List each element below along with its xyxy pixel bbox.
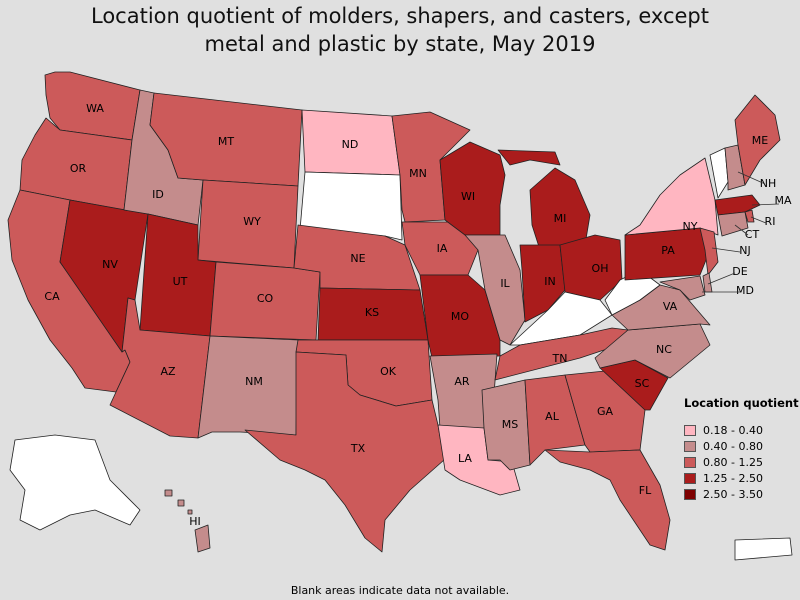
states-layer: [7, 71, 793, 561]
state-mi: [497, 149, 591, 251]
state-label-ga: GA: [597, 405, 614, 418]
state-label-nh: NH: [760, 177, 777, 190]
state-nj: [699, 227, 719, 276]
legend: Location quotient 0.18 - 0.40 0.40 - 0.80…: [684, 396, 800, 503]
state-label-ny: NY: [683, 220, 698, 233]
footnote: Blank areas indicate data not available.: [290, 584, 510, 597]
state-label-ri: RI: [765, 215, 776, 228]
state-label-ma: MA: [774, 194, 791, 207]
legend-swatch: [684, 440, 696, 452]
state-sd: [299, 171, 403, 241]
state-tx: [244, 351, 445, 553]
legend-item: 0.80 - 1.25: [684, 455, 800, 469]
state-label-tx: TX: [350, 442, 366, 455]
state-label-de: DE: [732, 265, 747, 278]
leader-line-ct: [734, 224, 749, 236]
state-label-nc: NC: [656, 343, 672, 356]
state-ak: [9, 434, 141, 531]
legend-swatch: [684, 488, 696, 500]
state-label-md: MD: [736, 284, 754, 297]
state-label-va: VA: [663, 300, 678, 313]
leader-line-ma: [751, 203, 780, 206]
state-label-wi: WI: [461, 190, 475, 203]
state-label-in: IN: [544, 275, 555, 288]
state-label-ok: OK: [380, 365, 397, 378]
state-label-nm: NM: [245, 375, 263, 388]
state-label-or: OR: [70, 162, 87, 175]
state-label-hi: HI: [189, 515, 201, 528]
state-label-ms: MS: [502, 418, 518, 431]
state-label-ne: NE: [350, 252, 365, 265]
state-nh: [724, 144, 746, 191]
state-pr: [734, 537, 793, 561]
state-label-mo: MO: [451, 310, 469, 323]
state-label-fl: FL: [639, 484, 652, 497]
leader-line-ri: [750, 216, 767, 224]
state-label-nj: NJ: [739, 244, 750, 257]
legend-swatch: [684, 424, 696, 436]
state-label-il: IL: [500, 277, 510, 290]
state-mo: [419, 274, 501, 359]
state-label-ks: KS: [365, 306, 379, 319]
state-fl: [544, 449, 671, 551]
title-line-2: metal and plastic by state, May 2019: [204, 32, 596, 56]
state-label-ar: AR: [454, 375, 470, 388]
state-label-pa: PA: [661, 244, 675, 257]
legend-label: 1.25 - 2.50: [703, 471, 763, 485]
state-co: [209, 261, 321, 341]
state-hi: [164, 489, 211, 553]
state-label-la: LA: [458, 452, 472, 465]
legend-label: 0.80 - 1.25: [703, 455, 763, 469]
legend-item: 2.50 - 3.50: [684, 487, 800, 501]
legend-swatch: [684, 456, 696, 468]
state-label-az: AZ: [160, 365, 176, 378]
state-label-oh: OH: [592, 262, 609, 275]
state-ri: [744, 209, 755, 223]
state-me: [734, 94, 781, 186]
state-label-wy: WY: [243, 215, 261, 228]
state-labels-layer: WA OR CA NV ID MT WY UT AZ CO NM ND NE KS OK TX MN IA MO AR…: [44, 102, 792, 528]
state-mt: [149, 92, 303, 187]
state-label-id: ID: [152, 188, 164, 201]
legend-item: 0.18 - 0.40: [684, 423, 800, 437]
state-label-nv: NV: [102, 258, 118, 271]
state-label-mn: MN: [409, 167, 427, 180]
map-title: Location quotient of molders, shapers, a…: [0, 2, 800, 58]
legend-label: 0.18 - 0.40: [703, 423, 763, 437]
leader-line-nj: [711, 247, 741, 253]
state-label-al: AL: [545, 410, 560, 423]
leader-lines-layer: [702, 171, 780, 293]
state-label-co: CO: [257, 292, 274, 305]
legend-swatch: [684, 472, 696, 484]
state-label-ct: CT: [745, 228, 760, 241]
state-wi: [439, 141, 506, 236]
state-label-mt: MT: [218, 135, 234, 148]
title-line-1: Location quotient of molders, shapers, a…: [91, 4, 709, 28]
state-ct: [717, 211, 749, 237]
state-label-nd: ND: [342, 138, 359, 151]
state-al: [524, 374, 586, 466]
legend-item: 0.40 - 0.80: [684, 439, 800, 453]
state-label-tn: TN: [552, 352, 568, 365]
state-md: [659, 275, 706, 301]
legend-label: 2.50 - 3.50: [703, 487, 763, 501]
legend-item: 1.25 - 2.50: [684, 471, 800, 485]
state-label-wa: WA: [86, 102, 104, 115]
state-label-sc: SC: [635, 377, 650, 390]
leader-line-nh: [737, 171, 766, 185]
state-label-ca: CA: [44, 290, 60, 303]
legend-label: 0.40 - 0.80: [703, 439, 763, 453]
state-label-ia: IA: [437, 242, 448, 255]
state-label-ut: UT: [173, 275, 188, 288]
legend-title: Location quotient: [684, 396, 799, 410]
state-label-me: ME: [752, 134, 768, 147]
state-ma: [714, 194, 761, 216]
state-label-mi: MI: [554, 212, 567, 225]
leader-line-de: [707, 272, 736, 285]
state-ny: [624, 157, 719, 236]
